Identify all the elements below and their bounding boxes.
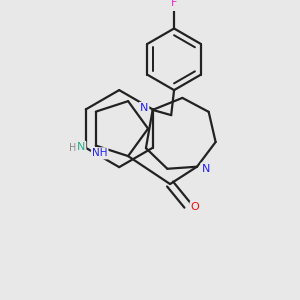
- Text: F: F: [171, 0, 177, 8]
- Text: NH: NH: [92, 148, 107, 158]
- Text: N: N: [140, 103, 148, 113]
- Text: O: O: [191, 202, 200, 212]
- Text: N: N: [202, 164, 210, 174]
- Text: N: N: [77, 142, 85, 152]
- Text: H: H: [69, 143, 76, 153]
